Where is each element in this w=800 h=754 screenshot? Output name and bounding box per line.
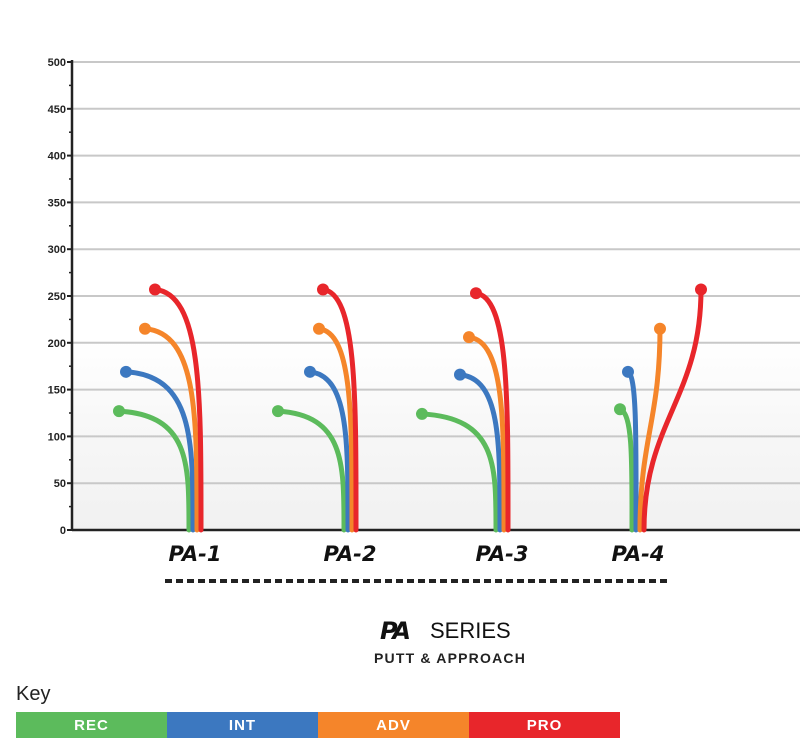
key-title: Key bbox=[16, 683, 51, 705]
flight-point-pro bbox=[470, 287, 482, 300]
flight-curve-adv bbox=[316, 326, 355, 533]
y-tick-label: 150 bbox=[48, 385, 66, 397]
flight-curve-int bbox=[123, 369, 196, 533]
flight-curve-pro bbox=[152, 286, 204, 533]
flight-curve-pro bbox=[473, 290, 511, 533]
y-tick-label: 500 bbox=[48, 57, 66, 69]
flight-curve-rec bbox=[116, 408, 192, 533]
flight-point-rec bbox=[416, 407, 428, 420]
flight-point-int bbox=[454, 368, 466, 381]
flight-curve-rec bbox=[419, 411, 499, 533]
flight-curve-pro bbox=[641, 286, 704, 533]
brand-series-text: SERIES bbox=[430, 618, 511, 643]
flight-curve-pro bbox=[320, 286, 359, 533]
flight-point-adv bbox=[139, 322, 151, 335]
subtitle: PUTT & APPROACH bbox=[373, 650, 527, 666]
brand-mark: PA bbox=[380, 617, 411, 645]
key-legend: REC INT ADV PRO bbox=[16, 712, 620, 738]
disc-label: PA-3 bbox=[475, 542, 528, 566]
y-tick-label: 400 bbox=[48, 151, 66, 163]
flight-point-adv bbox=[654, 322, 666, 335]
flight-curve-adv bbox=[637, 326, 663, 533]
flight-curve-rec bbox=[275, 408, 347, 533]
flight-point-rec bbox=[113, 405, 125, 418]
key-item-pro: PRO bbox=[469, 712, 620, 738]
flight-curve-adv bbox=[142, 326, 200, 533]
y-tick-label: 100 bbox=[48, 431, 66, 443]
flight-point-pro bbox=[317, 283, 329, 296]
flight-curve-int bbox=[307, 369, 351, 533]
flight-curve-int bbox=[457, 372, 503, 533]
y-tick-label: 350 bbox=[48, 197, 66, 209]
disc-label: PA-1 bbox=[168, 542, 221, 566]
flight-point-rec bbox=[272, 405, 284, 418]
y-tick-label: 300 bbox=[48, 244, 66, 256]
y-tick-label: 250 bbox=[48, 291, 66, 303]
flight-curve-adv bbox=[466, 334, 507, 533]
flight-point-int bbox=[120, 365, 132, 378]
flight-point-adv bbox=[313, 322, 325, 335]
key-item-adv: ADV bbox=[318, 712, 469, 738]
flight-point-adv bbox=[463, 331, 475, 344]
disc-label: PA-2 bbox=[323, 542, 376, 566]
disc-label: PA-4 bbox=[611, 542, 664, 566]
y-tick-label: 50 bbox=[54, 478, 66, 490]
y-tick-label: 450 bbox=[48, 104, 66, 116]
key-item-int: INT bbox=[167, 712, 318, 738]
key-item-rec: REC bbox=[16, 712, 167, 738]
flight-point-int bbox=[622, 365, 634, 378]
brand-logo: PA SERIES bbox=[380, 615, 540, 645]
flight-point-int bbox=[304, 365, 316, 378]
y-tick-label: 200 bbox=[48, 338, 66, 350]
y-tick-label: 0 bbox=[60, 525, 66, 537]
flight-point-pro bbox=[149, 283, 161, 296]
flight-point-pro bbox=[695, 283, 707, 296]
flight-point-rec bbox=[614, 403, 626, 416]
